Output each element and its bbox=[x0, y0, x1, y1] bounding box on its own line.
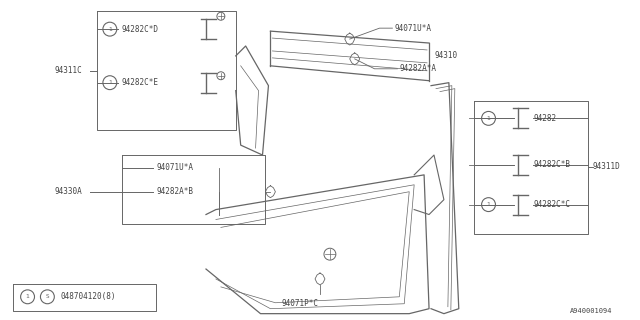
Text: 94282C*C: 94282C*C bbox=[533, 200, 570, 209]
Text: 1: 1 bbox=[108, 80, 112, 85]
Text: 94071U*A: 94071U*A bbox=[394, 24, 431, 33]
Text: 1: 1 bbox=[486, 202, 490, 207]
Text: 1: 1 bbox=[26, 294, 29, 299]
Text: 94282C*D: 94282C*D bbox=[122, 25, 159, 34]
Text: 94282A*B: 94282A*B bbox=[156, 187, 193, 196]
Text: 048704120(8): 048704120(8) bbox=[60, 292, 116, 301]
Text: A940001094: A940001094 bbox=[570, 308, 612, 314]
Text: 1: 1 bbox=[108, 27, 112, 32]
Text: 94071P*C: 94071P*C bbox=[282, 299, 319, 308]
Text: 94311C: 94311C bbox=[54, 66, 82, 75]
Text: 94282: 94282 bbox=[533, 114, 556, 123]
Text: 94282C*E: 94282C*E bbox=[122, 78, 159, 87]
Text: 94330A: 94330A bbox=[54, 187, 82, 196]
Text: 94282C*B: 94282C*B bbox=[533, 160, 570, 170]
Text: 94311D: 94311D bbox=[593, 163, 620, 172]
Text: 94310: 94310 bbox=[434, 52, 457, 60]
Text: 1: 1 bbox=[486, 116, 490, 121]
Text: S: S bbox=[45, 294, 49, 299]
Text: 94071U*A: 94071U*A bbox=[156, 164, 193, 172]
Text: 94282A*A: 94282A*A bbox=[399, 64, 436, 73]
